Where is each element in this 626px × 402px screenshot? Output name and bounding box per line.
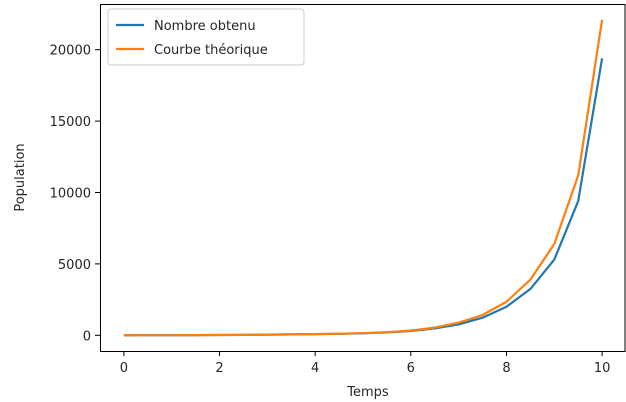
x-tick-label: 8 (502, 361, 510, 376)
x-tick-label: 4 (311, 361, 319, 376)
legend-label-0: Nombre obtenu (154, 19, 256, 34)
legend-box (107, 8, 305, 66)
y-tick-label: 0 (83, 329, 91, 344)
y-axis-ticks: 0 5000 10000 15000 20000 (50, 44, 100, 344)
series-line-1 (123, 19, 604, 337)
x-tick-label: 6 (407, 361, 415, 376)
x-tick-label: 0 (120, 361, 128, 376)
legend: Nombre obtenu Courbe théorique (107, 8, 305, 66)
axes-frame (100, 4, 626, 352)
y-tick-label: 20000 (50, 44, 91, 59)
x-tick-label: 10 (594, 361, 611, 376)
y-tick-label: 15000 (50, 115, 91, 130)
x-axis-label: Temps (346, 385, 389, 400)
legend-label-1: Courbe théorique (154, 43, 268, 58)
y-axis-label: Population (13, 143, 28, 211)
x-axis-ticks: 0 2 4 6 8 10 (120, 351, 611, 376)
x-tick-label: 2 (215, 361, 223, 376)
y-tick-label: 5000 (58, 258, 91, 273)
series-lines (123, 19, 604, 337)
y-tick-label: 10000 (50, 186, 91, 201)
